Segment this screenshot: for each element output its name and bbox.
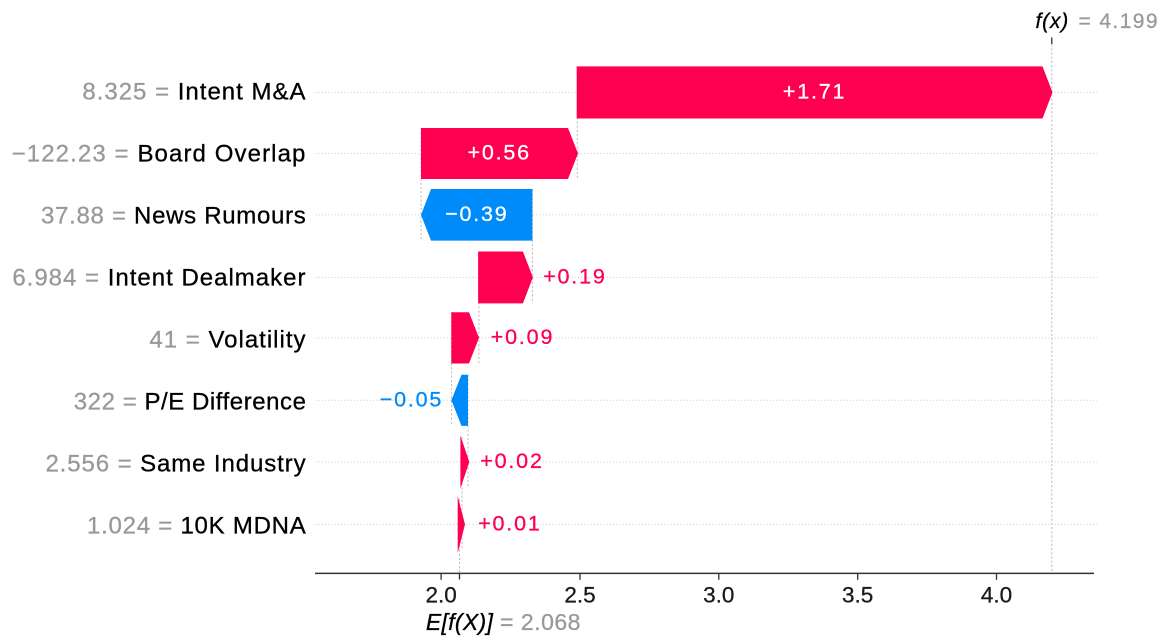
svg-text:+0.09: +0.09 bbox=[491, 325, 554, 349]
svg-text:+0.19: +0.19 bbox=[543, 265, 606, 289]
svg-text:8.325 = Intent M&A: 8.325 = Intent M&A bbox=[82, 78, 306, 105]
svg-text:1.024 = 10K MDNA: 1.024 = 10K MDNA bbox=[87, 513, 306, 540]
svg-text:+0.01: +0.01 bbox=[478, 512, 541, 536]
svg-text:2.556 = Same Industry: 2.556 = Same Industry bbox=[45, 450, 306, 477]
svg-text:E[f(X)]: E[f(X)] bbox=[426, 609, 494, 635]
svg-text:2.0: 2.0 bbox=[425, 583, 456, 608]
svg-text:−0.05: −0.05 bbox=[380, 388, 443, 412]
svg-text:−0.39: −0.39 bbox=[445, 202, 508, 226]
svg-text:41 = Volatility: 41 = Volatility bbox=[149, 326, 306, 353]
svg-text:6.984 = Intent Dealmaker: 6.984 = Intent Dealmaker bbox=[12, 265, 306, 292]
svg-text:+1.71: +1.71 bbox=[783, 80, 846, 104]
svg-text:3.5: 3.5 bbox=[842, 583, 873, 608]
svg-text:2.5: 2.5 bbox=[564, 583, 595, 608]
svg-text:37.88 = News Rumours: 37.88 = News Rumours bbox=[41, 202, 306, 229]
svg-text:= 2.068: = 2.068 bbox=[500, 609, 581, 635]
svg-text:f(x): f(x) bbox=[1036, 10, 1070, 33]
svg-text:= 4.199: = 4.199 bbox=[1079, 10, 1159, 33]
svg-text:−122.23 = Board Overlap: −122.23 = Board Overlap bbox=[12, 140, 307, 167]
svg-text:+0.56: +0.56 bbox=[467, 141, 530, 165]
svg-text:4.0: 4.0 bbox=[981, 583, 1012, 608]
svg-text:3.0: 3.0 bbox=[703, 583, 734, 608]
svg-text:322 = P/E Difference: 322 = P/E Difference bbox=[74, 388, 307, 415]
svg-text:+0.02: +0.02 bbox=[480, 449, 543, 473]
